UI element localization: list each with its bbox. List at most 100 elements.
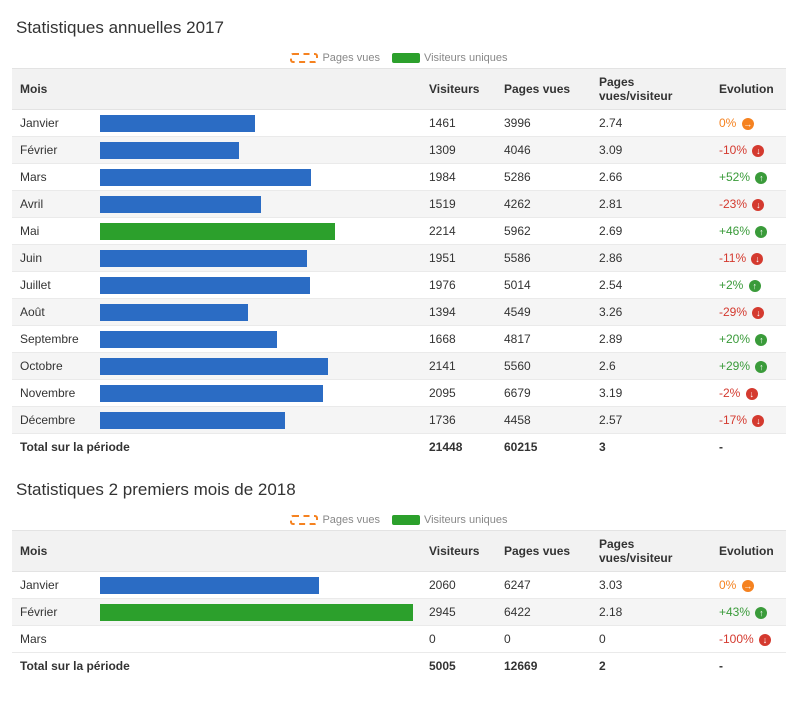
cell-visiteurs: 2095 <box>421 380 496 407</box>
table-row: Octobre214155602.6+29% ↑ <box>12 353 786 380</box>
evolution-text: -11% <box>719 251 749 265</box>
cell-visiteurs: 1984 <box>421 164 496 191</box>
cell-mois: Février <box>12 137 92 164</box>
bar-container <box>100 411 413 429</box>
table-row: Avril 151942622.81-23% ↓ <box>12 191 786 218</box>
evolution-arrow-icon: ↓ <box>759 634 771 646</box>
evolution-text: 0% <box>719 578 740 592</box>
bar-container <box>100 384 413 402</box>
total-row: Total sur la période5005126692- <box>12 653 786 680</box>
evolution-arrow-icon: ↑ <box>755 607 767 619</box>
table-row: Mars000-100% ↓ <box>12 626 786 653</box>
cell-visiteurs: 1951 <box>421 245 496 272</box>
cell-bar <box>92 245 421 272</box>
evolution-text: +52% <box>719 170 753 184</box>
cell-pages-vues: 4262 <box>496 191 591 218</box>
cell-mois: Février <box>12 599 92 626</box>
visitors-bar <box>100 331 277 348</box>
cell-evolution: -11% ↓ <box>711 245 786 272</box>
cell-visiteurs: 1519 <box>421 191 496 218</box>
cell-evolution: -23% ↓ <box>711 191 786 218</box>
cell-visiteurs: 2060 <box>421 572 496 599</box>
table-row: Juillet197650142.54+2% ↑ <box>12 272 786 299</box>
cell-visiteurs: 1461 <box>421 110 496 137</box>
evolution-arrow-icon: → <box>742 580 754 592</box>
table-row: Février130940463.09-10% ↓ <box>12 137 786 164</box>
visitors-bar <box>100 604 413 621</box>
cell-evolution: +2% ↑ <box>711 272 786 299</box>
col-header-pvv: Pages vues/visiteur <box>591 531 711 572</box>
cell-mois: Septembre <box>12 326 92 353</box>
cell-mois: Décembre <box>12 407 92 434</box>
bar-container <box>100 222 413 240</box>
stats-section: Statistiques 2 premiers mois de 2018Page… <box>12 480 786 679</box>
evolution-arrow-icon: ↑ <box>755 226 767 238</box>
visitors-bar <box>100 277 310 294</box>
visitors-bar <box>100 358 328 375</box>
visitors-bar <box>100 196 261 213</box>
cell-evolution: -17% ↓ <box>711 407 786 434</box>
total-evolution: - <box>711 434 786 461</box>
cell-visiteurs: 1736 <box>421 407 496 434</box>
stats-table: MoisVisiteursPages vuesPages vues/visite… <box>12 530 786 679</box>
cell-evolution: +29% ↑ <box>711 353 786 380</box>
evolution-arrow-icon: ↑ <box>749 280 761 292</box>
evolution-arrow-icon: ↓ <box>752 415 764 427</box>
legend-swatch-pages-vues <box>290 515 318 525</box>
bar-container <box>100 141 413 159</box>
bar-container <box>100 630 413 648</box>
bar-container <box>100 195 413 213</box>
table-row: Septembre166848172.89+20% ↑ <box>12 326 786 353</box>
cell-bar <box>92 326 421 353</box>
cell-pages-vues: 4458 <box>496 407 591 434</box>
cell-mois: Juin <box>12 245 92 272</box>
evolution-text: +46% <box>719 224 753 238</box>
cell-mois: Avril <box>12 191 92 218</box>
evolution-arrow-icon: ↓ <box>752 199 764 211</box>
total-label: Total sur la période <box>12 653 421 680</box>
cell-pages-vues: 5286 <box>496 164 591 191</box>
visitors-bar <box>100 223 335 240</box>
legend: Pages vuesVisiteurs uniques <box>12 52 786 64</box>
table-row: Février294564222.18+43% ↑ <box>12 599 786 626</box>
evolution-text: +2% <box>719 278 747 292</box>
col-header-mois: Mois <box>12 531 421 572</box>
cell-visiteurs: 2945 <box>421 599 496 626</box>
legend-swatch-visiteurs-uniques <box>392 53 420 63</box>
evolution-text: -17% <box>719 413 750 427</box>
cell-pvv: 2.86 <box>591 245 711 272</box>
cell-evolution: +20% ↑ <box>711 326 786 353</box>
cell-mois: Janvier <box>12 110 92 137</box>
cell-evolution: -2% ↓ <box>711 380 786 407</box>
total-evolution: - <box>711 653 786 680</box>
cell-mois: Novembre <box>12 380 92 407</box>
cell-pvv: 2.69 <box>591 218 711 245</box>
evolution-text: -2% <box>719 386 744 400</box>
cell-evolution: 0% → <box>711 572 786 599</box>
cell-pvv: 2.89 <box>591 326 711 353</box>
legend-label-pages-vues: Pages vues <box>322 514 379 526</box>
col-header-evolution: Evolution <box>711 69 786 110</box>
cell-mois: Mai <box>12 218 92 245</box>
bar-container <box>100 576 413 594</box>
evolution-arrow-icon: → <box>742 118 754 130</box>
cell-bar <box>92 572 421 599</box>
cell-bar <box>92 407 421 434</box>
table-row: Janvier146139962.740% → <box>12 110 786 137</box>
visitors-bar <box>100 577 319 594</box>
cell-visiteurs: 0 <box>421 626 496 653</box>
cell-pvv: 2.81 <box>591 191 711 218</box>
table-row: Décembre173644582.57-17% ↓ <box>12 407 786 434</box>
cell-bar <box>92 353 421 380</box>
section-title: Statistiques annuelles 2017 <box>16 18 786 38</box>
col-header-pages-vues: Pages vues <box>496 531 591 572</box>
total-pages-vues: 60215 <box>496 434 591 461</box>
cell-bar <box>92 380 421 407</box>
cell-evolution: -10% ↓ <box>711 137 786 164</box>
cell-evolution: 0% → <box>711 110 786 137</box>
cell-pvv: 2.66 <box>591 164 711 191</box>
legend: Pages vuesVisiteurs uniques <box>12 514 786 526</box>
total-pvv: 2 <box>591 653 711 680</box>
total-visiteurs: 5005 <box>421 653 496 680</box>
col-header-evolution: Evolution <box>711 531 786 572</box>
